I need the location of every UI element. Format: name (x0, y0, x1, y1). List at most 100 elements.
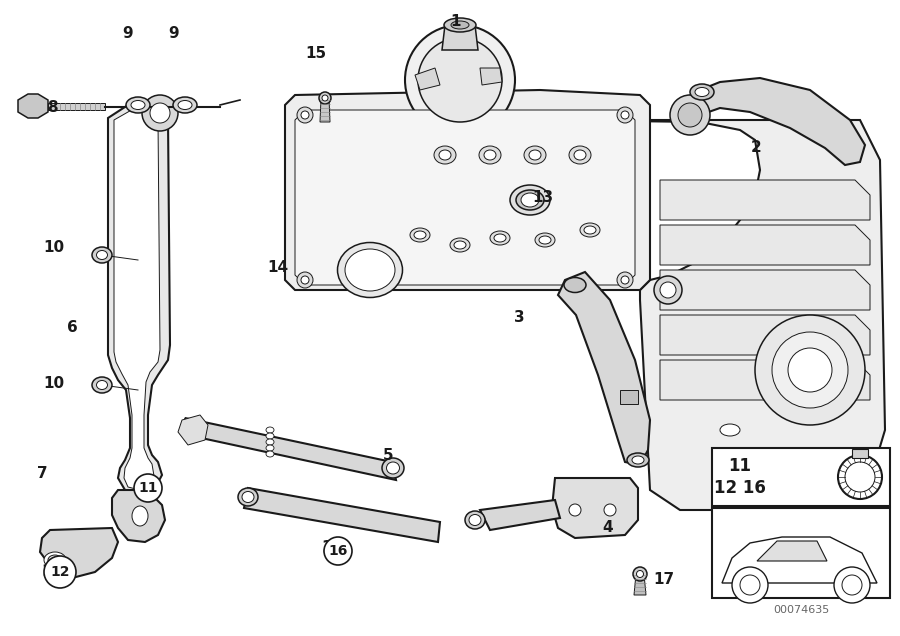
Text: 2: 2 (751, 141, 761, 155)
Circle shape (150, 103, 170, 123)
Ellipse shape (266, 451, 274, 457)
Polygon shape (40, 528, 118, 578)
Circle shape (755, 315, 865, 425)
Circle shape (660, 282, 676, 298)
Ellipse shape (126, 97, 150, 113)
Circle shape (621, 111, 629, 119)
Ellipse shape (44, 552, 66, 568)
Circle shape (301, 276, 309, 284)
Circle shape (604, 504, 616, 516)
Ellipse shape (266, 427, 274, 433)
Circle shape (740, 575, 760, 595)
Circle shape (617, 107, 633, 123)
Text: 17: 17 (653, 572, 675, 586)
Text: 10: 10 (43, 240, 65, 256)
Polygon shape (660, 180, 870, 220)
Ellipse shape (178, 100, 192, 109)
Ellipse shape (479, 146, 501, 164)
Polygon shape (112, 490, 165, 542)
Ellipse shape (439, 150, 451, 160)
Circle shape (301, 111, 309, 119)
Circle shape (788, 348, 832, 392)
Circle shape (654, 276, 682, 304)
Polygon shape (722, 537, 877, 583)
Bar (620, 390, 638, 404)
Text: 00074635: 00074635 (773, 605, 829, 615)
Ellipse shape (490, 231, 510, 245)
Ellipse shape (454, 241, 466, 249)
Ellipse shape (322, 95, 328, 101)
Text: 4: 4 (603, 520, 613, 534)
Ellipse shape (580, 223, 600, 237)
Circle shape (297, 272, 313, 288)
Circle shape (418, 38, 502, 122)
Ellipse shape (382, 458, 404, 478)
Ellipse shape (96, 380, 107, 389)
Ellipse shape (266, 439, 274, 445)
Bar (852, 449, 868, 458)
Ellipse shape (410, 228, 430, 242)
Ellipse shape (632, 456, 644, 464)
Ellipse shape (627, 453, 649, 467)
Ellipse shape (633, 567, 647, 581)
Text: 13: 13 (533, 191, 554, 205)
Ellipse shape (529, 150, 541, 160)
Polygon shape (558, 272, 650, 465)
Circle shape (670, 95, 710, 135)
Ellipse shape (539, 236, 551, 244)
Bar (712, 448, 890, 506)
Text: 12: 12 (41, 565, 63, 579)
Ellipse shape (720, 424, 740, 436)
Ellipse shape (132, 506, 148, 526)
Circle shape (732, 567, 768, 603)
Circle shape (772, 332, 848, 408)
Ellipse shape (494, 234, 506, 242)
Ellipse shape (444, 18, 476, 32)
Text: 16: 16 (328, 544, 347, 558)
Text: 12 16: 12 16 (714, 479, 766, 497)
Polygon shape (320, 98, 330, 122)
Polygon shape (757, 541, 827, 561)
Bar (712, 508, 890, 598)
Circle shape (142, 95, 178, 131)
Ellipse shape (48, 555, 62, 565)
Ellipse shape (266, 445, 274, 451)
Ellipse shape (484, 150, 496, 160)
Text: 11: 11 (728, 457, 752, 475)
Polygon shape (660, 360, 870, 400)
Text: 16: 16 (321, 541, 343, 555)
Circle shape (44, 556, 76, 588)
Text: 9: 9 (168, 27, 179, 41)
Text: 1: 1 (451, 15, 461, 29)
Circle shape (838, 455, 882, 499)
Ellipse shape (92, 247, 112, 263)
Text: 3: 3 (514, 310, 525, 326)
Polygon shape (442, 25, 478, 50)
Ellipse shape (345, 249, 395, 291)
Ellipse shape (465, 511, 485, 529)
Ellipse shape (238, 488, 258, 506)
Polygon shape (108, 105, 170, 495)
Ellipse shape (521, 193, 539, 207)
Polygon shape (480, 68, 502, 85)
Text: 11: 11 (139, 481, 158, 495)
Circle shape (405, 25, 515, 135)
Ellipse shape (96, 251, 107, 259)
Text: 7: 7 (37, 466, 48, 481)
Polygon shape (48, 103, 105, 110)
Text: 12: 12 (50, 565, 70, 579)
Text: 9: 9 (122, 27, 133, 41)
Polygon shape (114, 108, 160, 490)
Ellipse shape (524, 146, 546, 164)
Polygon shape (18, 94, 48, 118)
Ellipse shape (535, 233, 555, 247)
Text: 11: 11 (134, 481, 156, 495)
Text: 8: 8 (47, 100, 58, 116)
Polygon shape (660, 270, 870, 310)
Polygon shape (244, 488, 440, 542)
Circle shape (678, 103, 702, 127)
Ellipse shape (569, 146, 591, 164)
Text: 5: 5 (382, 448, 393, 464)
Polygon shape (185, 418, 396, 480)
Polygon shape (660, 225, 870, 265)
